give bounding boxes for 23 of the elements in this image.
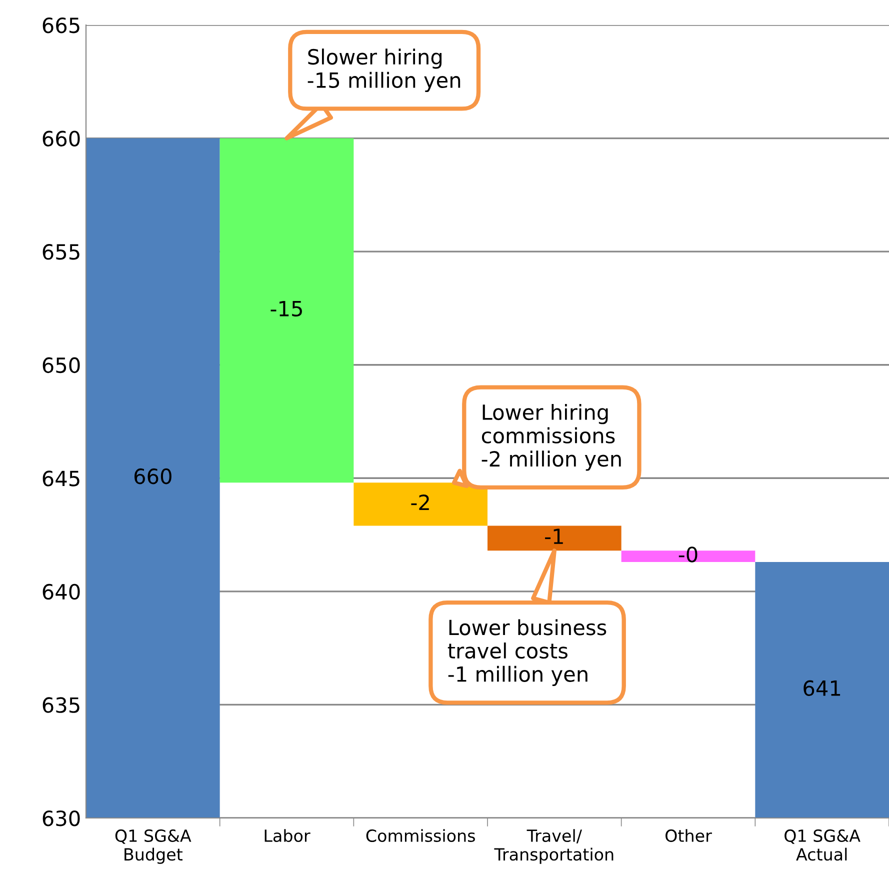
annotation: Lower hiring commissions -2 million yen	[482, 404, 621, 471]
y-tick-label: 645	[42, 470, 80, 486]
y-tick-label: 630	[42, 810, 80, 826]
x-tick-label: Q1 SG&A Actual	[784, 829, 860, 861]
x-tick-label: Labor	[264, 829, 310, 842]
data-label: 660	[134, 468, 172, 484]
annotation: Slower hiring -15 million yen	[308, 48, 460, 92]
annotation: Lower business travel costs -1 million yen	[448, 619, 606, 686]
data-label: -0	[678, 546, 698, 562]
y-tick-label: 655	[42, 244, 80, 260]
y-tick-label: 650	[42, 357, 80, 374]
x-tick-label: Commissions	[366, 829, 475, 842]
data-label: 641	[804, 680, 840, 696]
data-label: -15	[270, 301, 302, 317]
data-label: -1	[545, 528, 563, 544]
y-tick-label: 665	[42, 17, 80, 34]
y-tick-label: 635	[42, 697, 80, 713]
y-tick-label: 660	[42, 130, 80, 146]
y-tick-label: 640	[42, 584, 80, 600]
data-label: -2	[411, 494, 429, 510]
x-tick-label: Q1 SG&A Budget	[115, 829, 192, 864]
x-tick-label: Other	[666, 829, 712, 842]
x-tick-label: Travel/ Transportation	[494, 829, 614, 864]
